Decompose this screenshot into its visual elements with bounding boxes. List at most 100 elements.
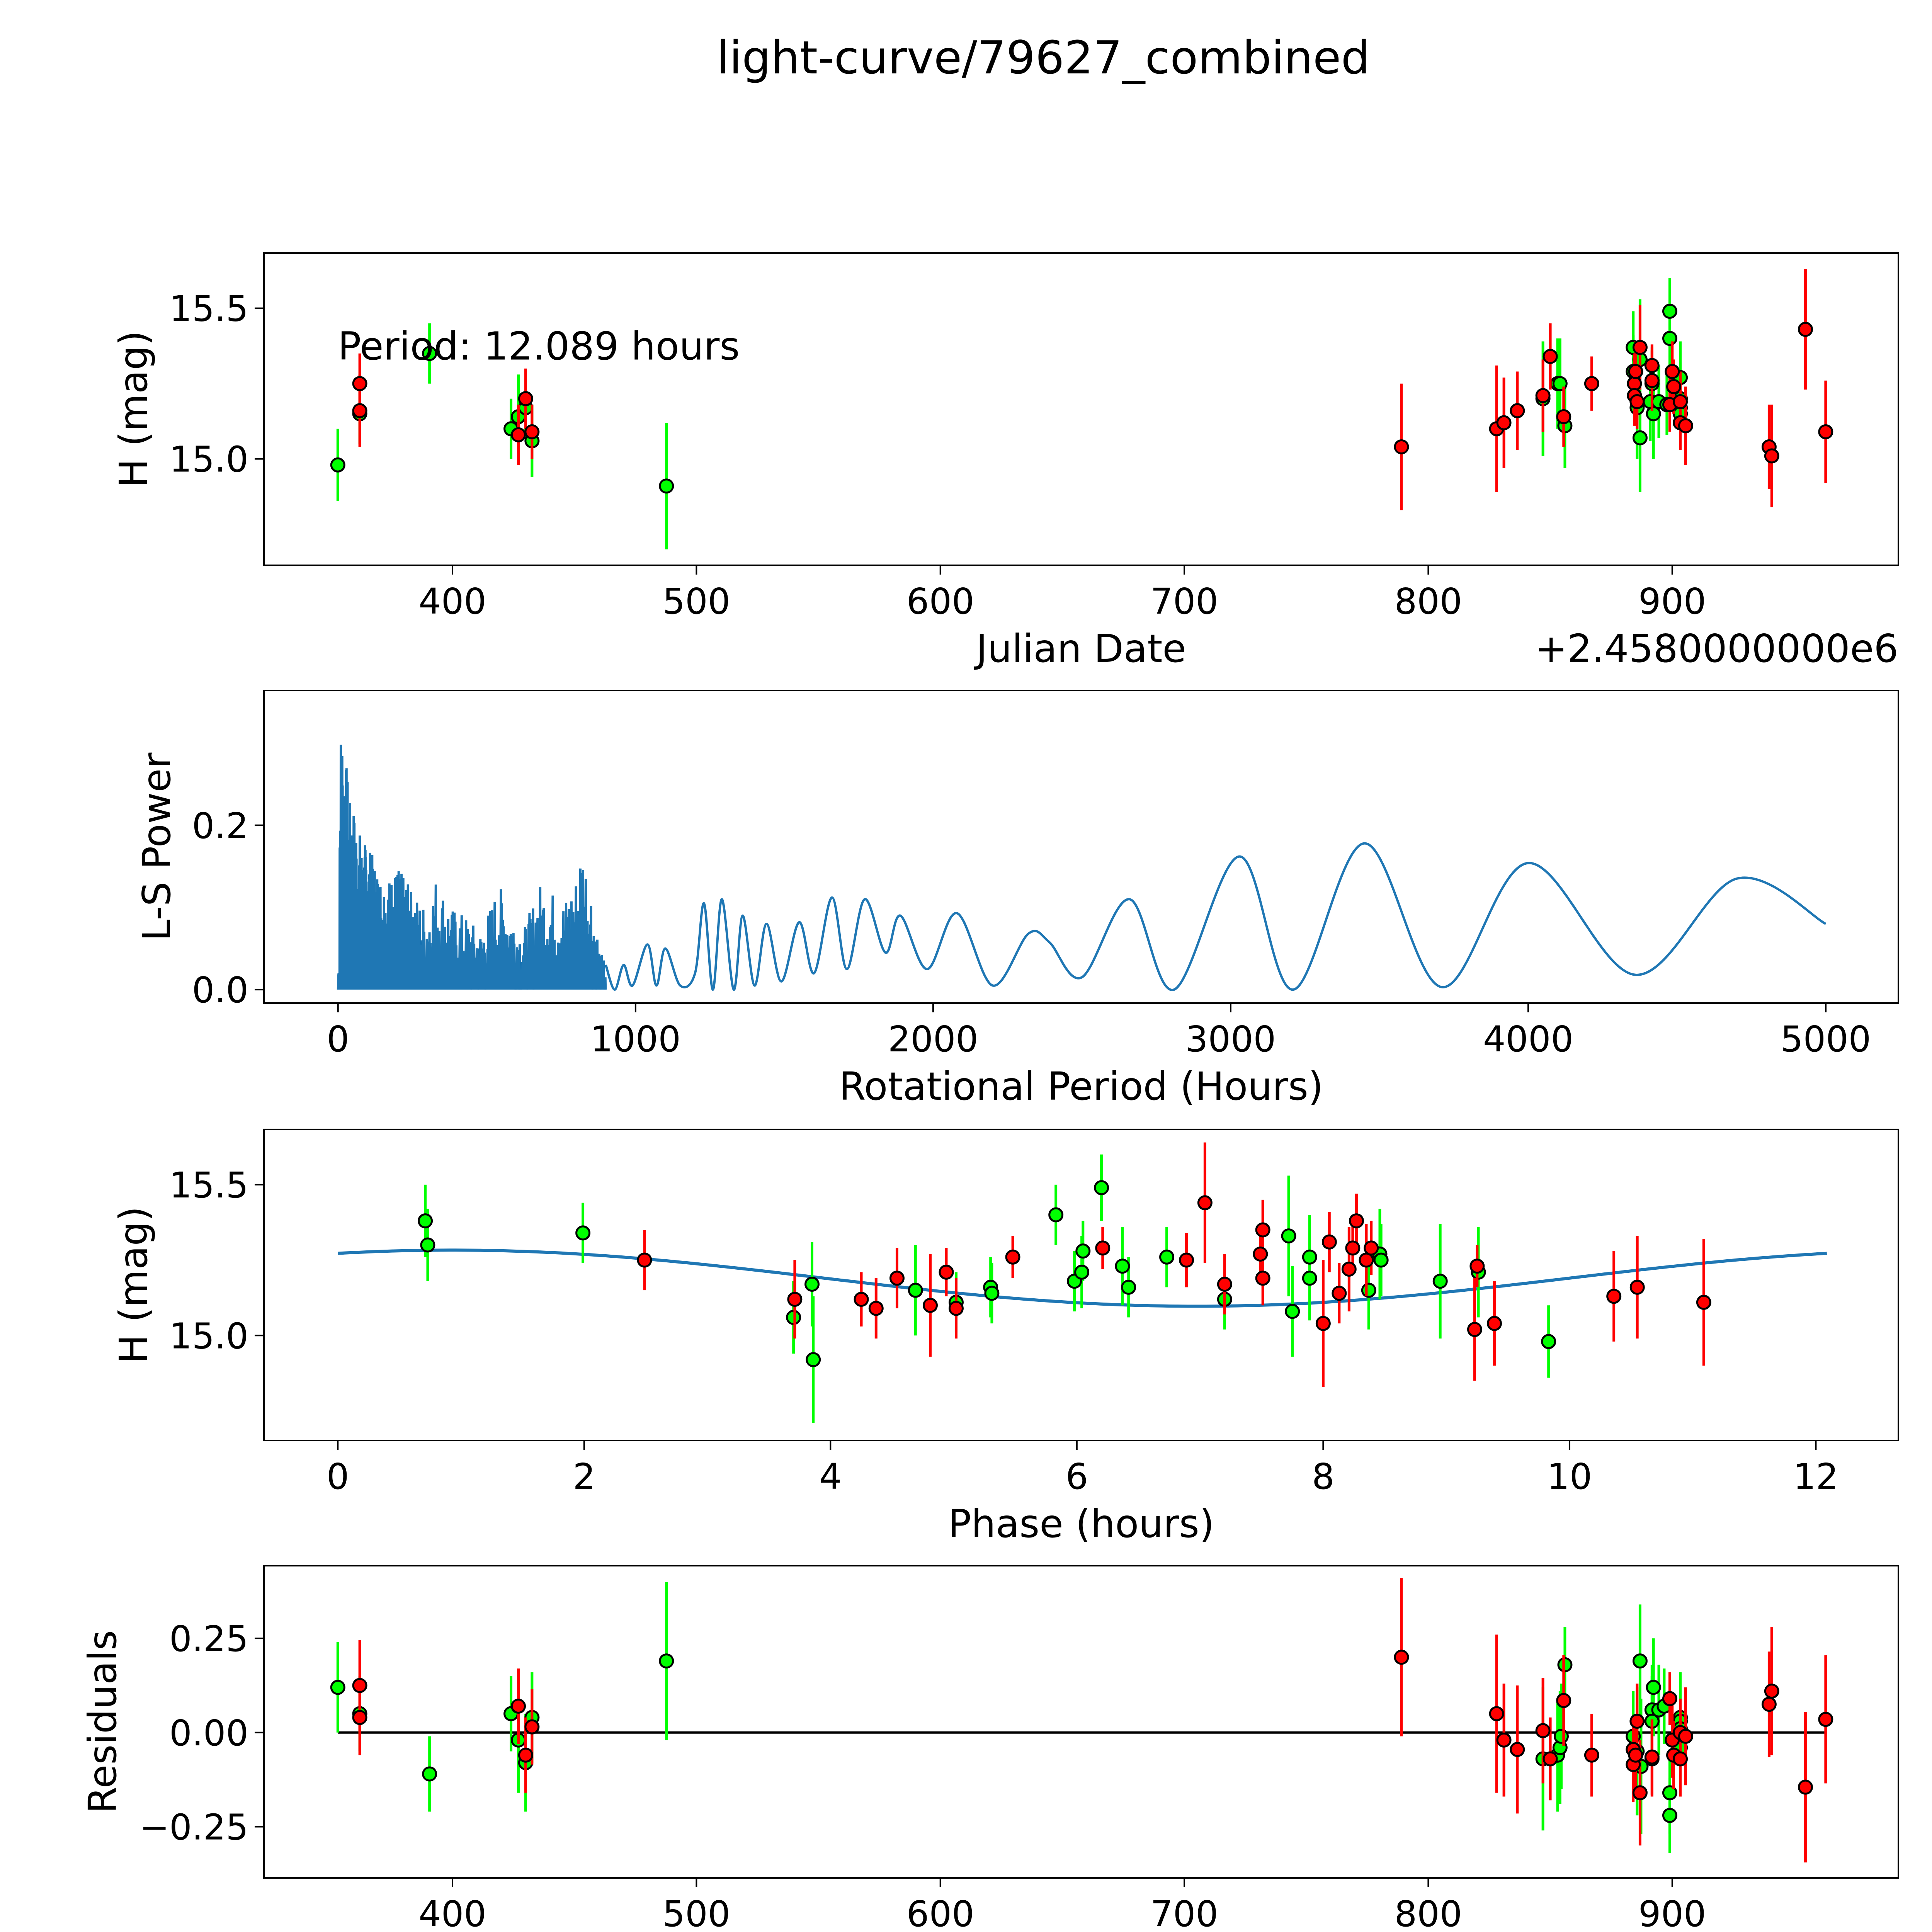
data-point xyxy=(352,1678,367,1693)
y-tick-label: 0.2 xyxy=(192,805,248,847)
data-point xyxy=(659,478,674,494)
data-point xyxy=(1048,1207,1064,1223)
data-point xyxy=(1629,1279,1645,1295)
data-point xyxy=(1818,424,1833,439)
data-point xyxy=(1646,1680,1661,1695)
data-point xyxy=(637,1252,652,1268)
x-axis-label: Rotational Period (Hours) xyxy=(839,1064,1323,1109)
data-point xyxy=(1632,1785,1648,1801)
periodogram-line xyxy=(604,842,1827,991)
data-point xyxy=(1432,1274,1448,1289)
y-tick-label: 0.00 xyxy=(169,1713,248,1754)
x-tick-label: 600 xyxy=(906,581,975,622)
data-point xyxy=(418,1213,433,1229)
data-point xyxy=(804,1277,820,1292)
data-point xyxy=(1673,394,1688,410)
data-point xyxy=(1361,1282,1376,1298)
data-point xyxy=(1696,1294,1711,1310)
data-point xyxy=(1818,1712,1833,1727)
plot-area xyxy=(338,1142,1827,1423)
data-point xyxy=(524,1719,540,1735)
data-point xyxy=(787,1292,803,1307)
x-tick-label: 12 xyxy=(1793,1456,1838,1497)
x-tick-label: 600 xyxy=(906,1893,975,1932)
data-point xyxy=(1644,358,1660,373)
x-axis-label: Phase (hours) xyxy=(948,1501,1214,1546)
data-point xyxy=(1541,1334,1556,1349)
data-point xyxy=(422,1766,437,1782)
axes-frame xyxy=(263,690,1899,1004)
data-point xyxy=(1095,1240,1111,1256)
x-tick-label: 4 xyxy=(819,1456,842,1497)
plot-area xyxy=(330,1578,1833,1863)
y-tick-label: 15.0 xyxy=(169,439,248,480)
x-tick-label: 1000 xyxy=(590,1019,681,1060)
data-point xyxy=(510,427,526,442)
data-point xyxy=(1673,1751,1688,1767)
data-point xyxy=(1628,364,1643,379)
data-point xyxy=(1321,1234,1337,1250)
x-tick-label: 800 xyxy=(1395,581,1463,622)
x-tick-label: 400 xyxy=(418,581,486,622)
data-point xyxy=(422,346,437,361)
data-point xyxy=(1496,1732,1512,1748)
axes-frame xyxy=(263,1565,1899,1879)
data-point xyxy=(1394,1650,1409,1665)
x-tick-label: 800 xyxy=(1395,1893,1463,1932)
y-axis-label: H (mag) xyxy=(111,330,156,488)
y-tick-label: 15.5 xyxy=(169,1165,248,1206)
data-point xyxy=(1094,1180,1109,1196)
data-point xyxy=(1678,418,1693,434)
periodogram-dense-line xyxy=(337,745,607,990)
data-point xyxy=(1646,406,1661,422)
data-point xyxy=(1349,1213,1364,1229)
data-point xyxy=(575,1225,591,1241)
data-point xyxy=(1345,1240,1361,1256)
data-point xyxy=(1281,1228,1296,1244)
x-tick-label: 10 xyxy=(1547,1456,1592,1497)
x-tick-label: 4000 xyxy=(1483,1019,1573,1060)
data-point xyxy=(1302,1249,1317,1265)
x-tick-label: 700 xyxy=(1150,581,1218,622)
data-point xyxy=(352,403,367,418)
x-axis-label: Julian Date xyxy=(974,626,1186,671)
data-point xyxy=(1179,1252,1194,1268)
data-point xyxy=(1553,1729,1569,1744)
axes-frame xyxy=(263,1129,1899,1441)
series-red-filter xyxy=(352,1578,1833,1863)
data-point xyxy=(1332,1286,1347,1301)
x-tick-label: 2 xyxy=(573,1456,596,1497)
data-point xyxy=(1075,1243,1091,1259)
data-point xyxy=(1510,1742,1525,1757)
data-point xyxy=(868,1301,884,1316)
data-point xyxy=(806,1352,821,1367)
data-point xyxy=(1629,394,1645,410)
data-point xyxy=(1469,1259,1485,1274)
series-green-filter xyxy=(418,1154,1556,1423)
data-point xyxy=(1764,448,1779,464)
data-point xyxy=(1315,1316,1331,1331)
x-tick-label: 700 xyxy=(1150,1893,1218,1932)
data-point xyxy=(1496,415,1512,430)
data-point xyxy=(518,1747,533,1763)
y-axis-label: H (mag) xyxy=(111,1206,156,1364)
data-point xyxy=(330,1680,345,1695)
x-tick-label: 0 xyxy=(327,1456,349,1497)
axes-frame xyxy=(263,252,1899,566)
data-point xyxy=(1629,1714,1645,1729)
data-point xyxy=(1764,1684,1779,1699)
data-point xyxy=(1761,1697,1777,1712)
data-point xyxy=(1543,349,1558,364)
data-point xyxy=(510,1699,526,1714)
data-point xyxy=(1632,430,1648,446)
data-point xyxy=(1285,1304,1300,1319)
data-point xyxy=(1489,1706,1504,1721)
data-point xyxy=(1115,1259,1130,1274)
data-point xyxy=(1662,1785,1677,1801)
x-tick-label: 3000 xyxy=(1185,1019,1276,1060)
data-point xyxy=(1632,340,1648,355)
data-point xyxy=(1394,439,1409,454)
series-red-filter xyxy=(637,1142,1711,1387)
